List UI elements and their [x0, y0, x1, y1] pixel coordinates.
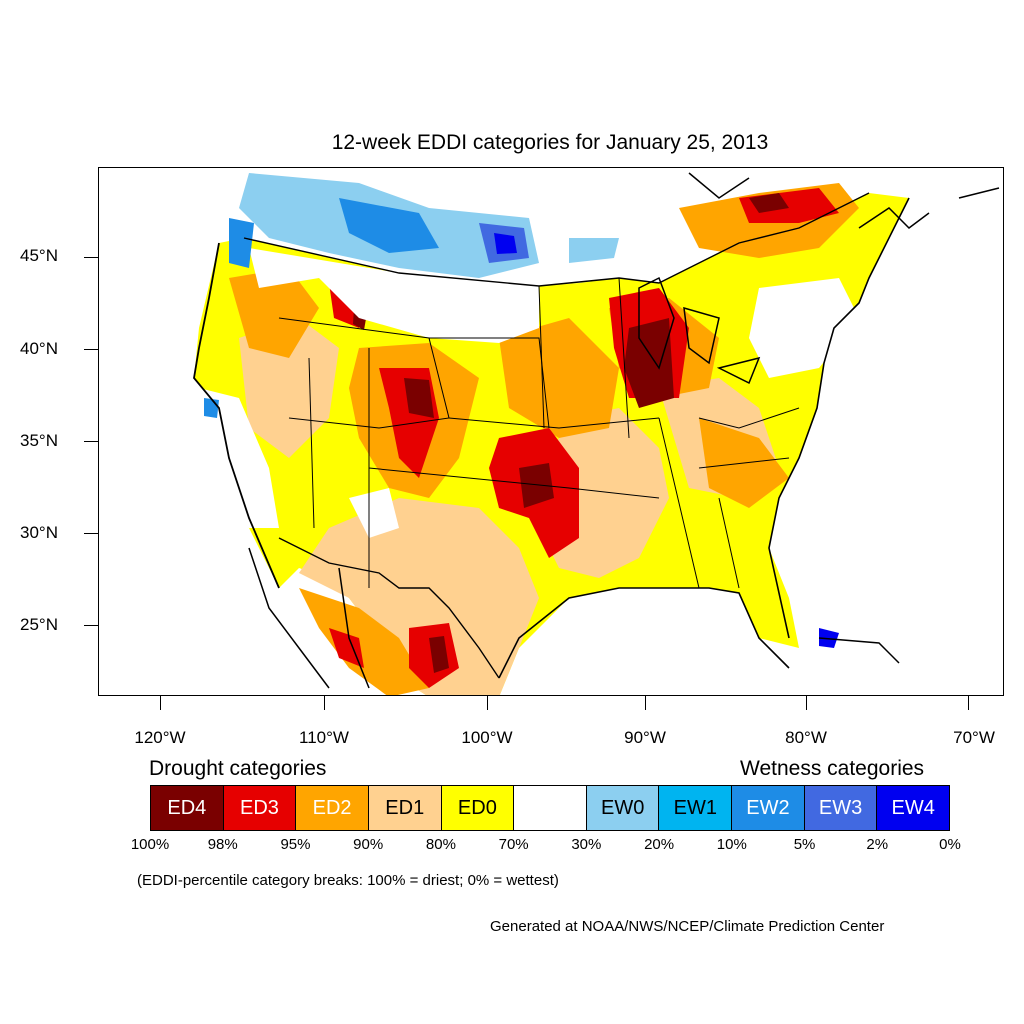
lat-tick [84, 533, 98, 534]
percentile-label: 90% [353, 836, 384, 853]
us-border [243, 192, 870, 287]
lat-label-45: 45°N [20, 246, 58, 265]
legend-swatch-ew4: EW4 [877, 786, 950, 830]
boundary-lines [193, 172, 1000, 689]
eddi-map [193, 172, 1000, 695]
lon-tick [645, 696, 646, 710]
lon-label-100w: 100°W [461, 728, 513, 747]
lat-label-40: 40°N [20, 339, 58, 358]
legend-swatch-ed1: ED1 [368, 786, 442, 830]
legend-swatch-ed4: ED4 [151, 786, 224, 830]
lat-tick [84, 349, 98, 350]
lon-tick [160, 696, 161, 710]
canada-coast [688, 172, 1000, 229]
percentile-label: 0% [939, 836, 961, 853]
legend-swatch-ed0: ED0 [441, 786, 515, 830]
percentile-label: 98% [207, 836, 238, 853]
us-mexico-border [278, 537, 500, 679]
percentile-label: 2% [866, 836, 889, 853]
lon-label-110w: 110°W [299, 728, 349, 747]
percentile-label: 5% [793, 836, 816, 853]
lon-tick [324, 696, 325, 710]
lat-tick [84, 441, 98, 442]
category-note: (EDDI-percentile category breaks: 100% =… [137, 872, 559, 889]
legend-swatch-ew1: EW1 [659, 786, 733, 830]
lat-tick [84, 257, 98, 258]
percentile-label: 10% [716, 836, 747, 853]
category-legend: ED4 ED3 ED2 ED1 ED0 EW0 EW1 EW2 EW3 EW4 [150, 785, 950, 831]
lon-tick [487, 696, 488, 710]
percentile-label: 30% [571, 836, 602, 853]
west-coast [193, 242, 280, 589]
map-title: 12-week EDDI categories for January 25, … [331, 131, 769, 154]
east-coast [768, 197, 910, 639]
legend-swatch-ew2: EW2 [732, 786, 805, 830]
wetness-categories-heading: Wetness categories [740, 757, 925, 780]
percentile-label: 70% [498, 836, 529, 853]
map-panel [98, 167, 1004, 696]
great-lakes [638, 276, 761, 385]
lat-label-25: 25°N [20, 615, 58, 634]
lon-label-80w: 80°W [785, 728, 827, 747]
legend-swatch-ew0: EW0 [586, 786, 660, 830]
lat-label-35: 35°N [20, 431, 58, 450]
lat-tick [84, 625, 98, 626]
percentile-label: 20% [644, 836, 675, 853]
cuba [818, 637, 900, 664]
lon-label-70w: 70°W [953, 728, 995, 747]
percentile-label: 100% [130, 836, 170, 853]
percentile-label: 95% [280, 836, 311, 853]
drought-categories-heading: Drought categories [149, 757, 327, 780]
legend-swatch-ed3: ED3 [223, 786, 297, 830]
percentile-label: 80% [425, 836, 456, 853]
lon-label-90w: 90°W [624, 728, 666, 747]
lat-label-30: 30°N [20, 523, 58, 542]
category-shading [194, 173, 909, 695]
gulf-coast [498, 587, 790, 679]
legend-swatch-normal [514, 786, 587, 830]
lon-label-120w: 120°W [134, 728, 186, 747]
legend-swatch-ed2: ED2 [296, 786, 369, 830]
lon-tick [968, 696, 969, 710]
credit-line: Generated at NOAA/NWS/NCEP/Climate Predi… [490, 918, 885, 935]
legend-swatch-ew3: EW3 [804, 786, 878, 830]
mexico-coast [248, 547, 370, 689]
lon-tick [806, 696, 807, 710]
